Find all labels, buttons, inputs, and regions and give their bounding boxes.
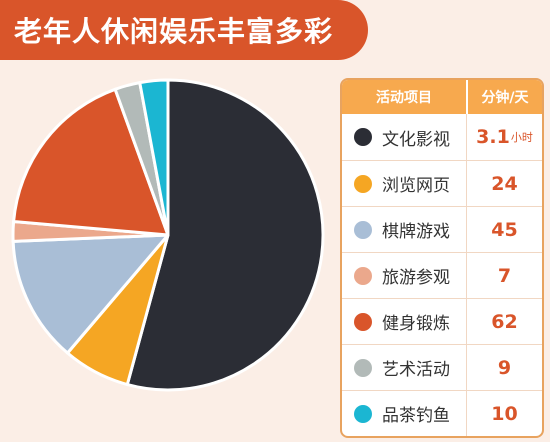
legend-color-dot bbox=[354, 266, 372, 285]
legend-color-dot bbox=[354, 220, 372, 239]
legend-color-dot bbox=[354, 174, 372, 193]
title-banner: 老年人休闲娱乐丰富多彩 bbox=[0, 0, 368, 60]
legend-value-number: 3.1 bbox=[476, 126, 510, 148]
legend-header-unit: 分钟/天 bbox=[466, 80, 542, 114]
legend-header-item: 活动项目 bbox=[376, 90, 432, 106]
legend-label: 健身锻炼 bbox=[382, 314, 450, 334]
legend-table: 活动项目 分钟/天 文化影视 3.1 小时 浏览网页 24 棋牌游戏 45 旅游参观 7 健身锻炼… bbox=[340, 78, 544, 438]
legend-color-dot bbox=[354, 404, 372, 423]
pie-slice-1 bbox=[125, 78, 325, 392]
legend-value: 10 bbox=[466, 391, 542, 436]
pie-slice-7 bbox=[138, 78, 170, 237]
legend-color-dot bbox=[354, 128, 372, 146]
legend-row: 品茶钓鱼 10 bbox=[342, 390, 542, 436]
chart-title: 老年人休闲娱乐丰富多彩 bbox=[14, 15, 334, 48]
legend-value-number: 62 bbox=[491, 310, 518, 333]
legend-row: 艺术活动 9 bbox=[342, 344, 542, 390]
legend-label: 棋牌游戏 bbox=[382, 222, 450, 242]
legend-value-number: 10 bbox=[491, 402, 518, 425]
legend-label: 艺术活动 bbox=[382, 360, 450, 380]
legend-value: 45 bbox=[466, 207, 542, 252]
pie-chart bbox=[11, 78, 325, 392]
legend-value: 7 bbox=[466, 253, 542, 298]
legend-row: 健身锻炼 62 bbox=[342, 298, 542, 344]
legend-color-dot bbox=[354, 312, 372, 331]
legend-value-unit: 小时 bbox=[510, 131, 533, 144]
legend-color-dot bbox=[354, 358, 372, 377]
legend-value: 24 bbox=[466, 161, 542, 206]
legend-label: 旅游参观 bbox=[382, 268, 450, 288]
legend-label: 品茶钓鱼 bbox=[382, 406, 450, 426]
legend-value-number: 7 bbox=[497, 264, 512, 287]
pie-slice-3 bbox=[11, 233, 170, 355]
legend-label: 文化影视 bbox=[382, 129, 450, 150]
legend-row: 旅游参观 7 bbox=[342, 252, 542, 298]
pie-slice-5 bbox=[12, 87, 170, 237]
legend-row: 文化影视 3.1 小时 bbox=[342, 114, 542, 160]
legend-rows: 文化影视 3.1 小时 浏览网页 24 棋牌游戏 45 旅游参观 7 健身锻炼 62 艺术活动 9 品茶钓… bbox=[342, 114, 542, 436]
legend-value: 3.1 小时 bbox=[466, 114, 542, 160]
legend-row: 浏览网页 24 bbox=[342, 160, 542, 206]
legend-value-number: 45 bbox=[491, 218, 518, 241]
legend-value-number: 9 bbox=[497, 356, 512, 379]
legend-value: 9 bbox=[466, 345, 542, 390]
legend-value: 62 bbox=[466, 299, 542, 344]
legend-value-number: 24 bbox=[491, 172, 518, 195]
legend-label: 浏览网页 bbox=[382, 176, 450, 196]
legend-header: 活动项目 分钟/天 bbox=[342, 80, 542, 114]
legend-row: 棋牌游戏 45 bbox=[342, 206, 542, 252]
